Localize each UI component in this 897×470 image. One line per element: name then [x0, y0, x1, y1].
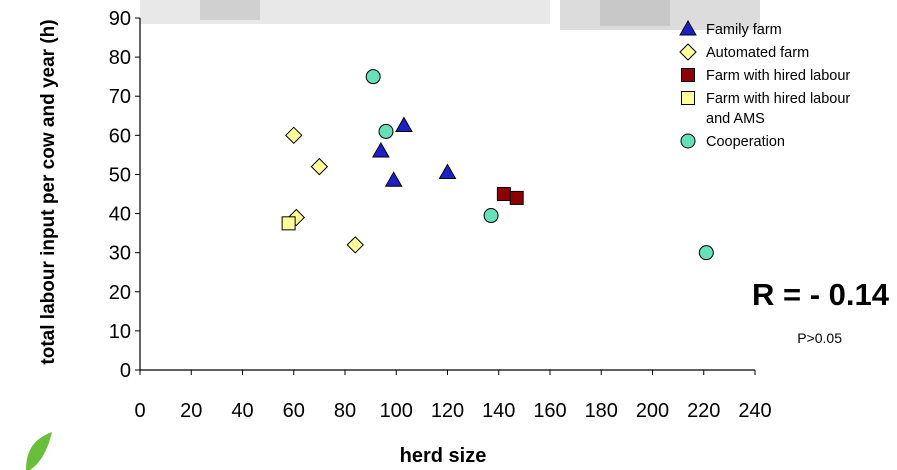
y-tick-label: 70: [109, 86, 131, 108]
correlation-annotation: R = - 0.14: [752, 277, 890, 312]
x-tick-label: 100: [380, 400, 413, 422]
y-tick-label: 20: [109, 282, 131, 304]
x-tick-label: 80: [334, 400, 356, 422]
data-point: [373, 143, 389, 157]
data-point: [699, 246, 713, 260]
data-point: [311, 159, 327, 175]
data-point: [366, 70, 380, 84]
data-point: [440, 164, 456, 178]
data-point: [396, 118, 412, 132]
axes: [140, 18, 755, 370]
data-point: [386, 172, 402, 186]
leaf-logo-icon: [26, 432, 52, 470]
legend: Family farm Automated farm Farm with hired…: [680, 21, 850, 150]
y-tick-label: 80: [109, 47, 131, 69]
legend-label: Family farm: [706, 22, 782, 38]
data-point: [379, 124, 393, 138]
legend-marker: [681, 134, 695, 148]
data-marks: [282, 70, 713, 260]
y-tick-label: 60: [109, 125, 131, 147]
x-tick-label: 120: [431, 400, 464, 422]
data-point: [282, 217, 295, 230]
legend-marker: [682, 69, 695, 82]
data-point: [497, 188, 510, 201]
legend-marker: [682, 92, 695, 105]
y-tick-label: 50: [109, 164, 131, 186]
legend-label: Farm with hired labour: [706, 91, 850, 107]
x-tick-label: 240: [738, 400, 771, 422]
x-tick-label: 60: [283, 400, 305, 422]
data-point: [286, 127, 302, 143]
data-point: [347, 237, 363, 253]
y-tick-label: 10: [109, 321, 131, 343]
legend-label: Cooperation: [706, 134, 785, 150]
legend-marker: [680, 44, 696, 60]
y-tick-label: 30: [109, 243, 131, 265]
legend-label: Farm with hired labour: [706, 68, 850, 84]
x-tick-label: 40: [231, 400, 253, 422]
tick-labels: 0 10 20 30 40 50 60 70 80 90 0 20 40 60 80 100 120 140 160…: [109, 8, 772, 422]
x-tick-label: 0: [134, 400, 145, 422]
background-photo-strip: [140, 0, 760, 30]
data-point: [484, 209, 498, 223]
y-tick-label: 40: [109, 204, 131, 226]
legend-label: Automated farm: [706, 45, 809, 61]
x-tick-label: 140: [482, 400, 515, 422]
x-tick-label: 160: [533, 400, 566, 422]
x-tick-label: 220: [687, 400, 720, 422]
y-tick-label: 0: [120, 360, 131, 382]
x-tick-label: 20: [180, 400, 202, 422]
legend-label: and AMS: [706, 111, 765, 127]
y-axis-title: total labour input per cow and year (h): [38, 19, 59, 364]
y-tick-label: 90: [109, 8, 131, 30]
x-tick-label: 200: [636, 400, 669, 422]
data-point: [510, 191, 523, 204]
x-axis-title: herd size: [400, 445, 487, 467]
p-value-annotation: P>0.05: [797, 330, 842, 346]
x-tick-label: 180: [585, 400, 618, 422]
